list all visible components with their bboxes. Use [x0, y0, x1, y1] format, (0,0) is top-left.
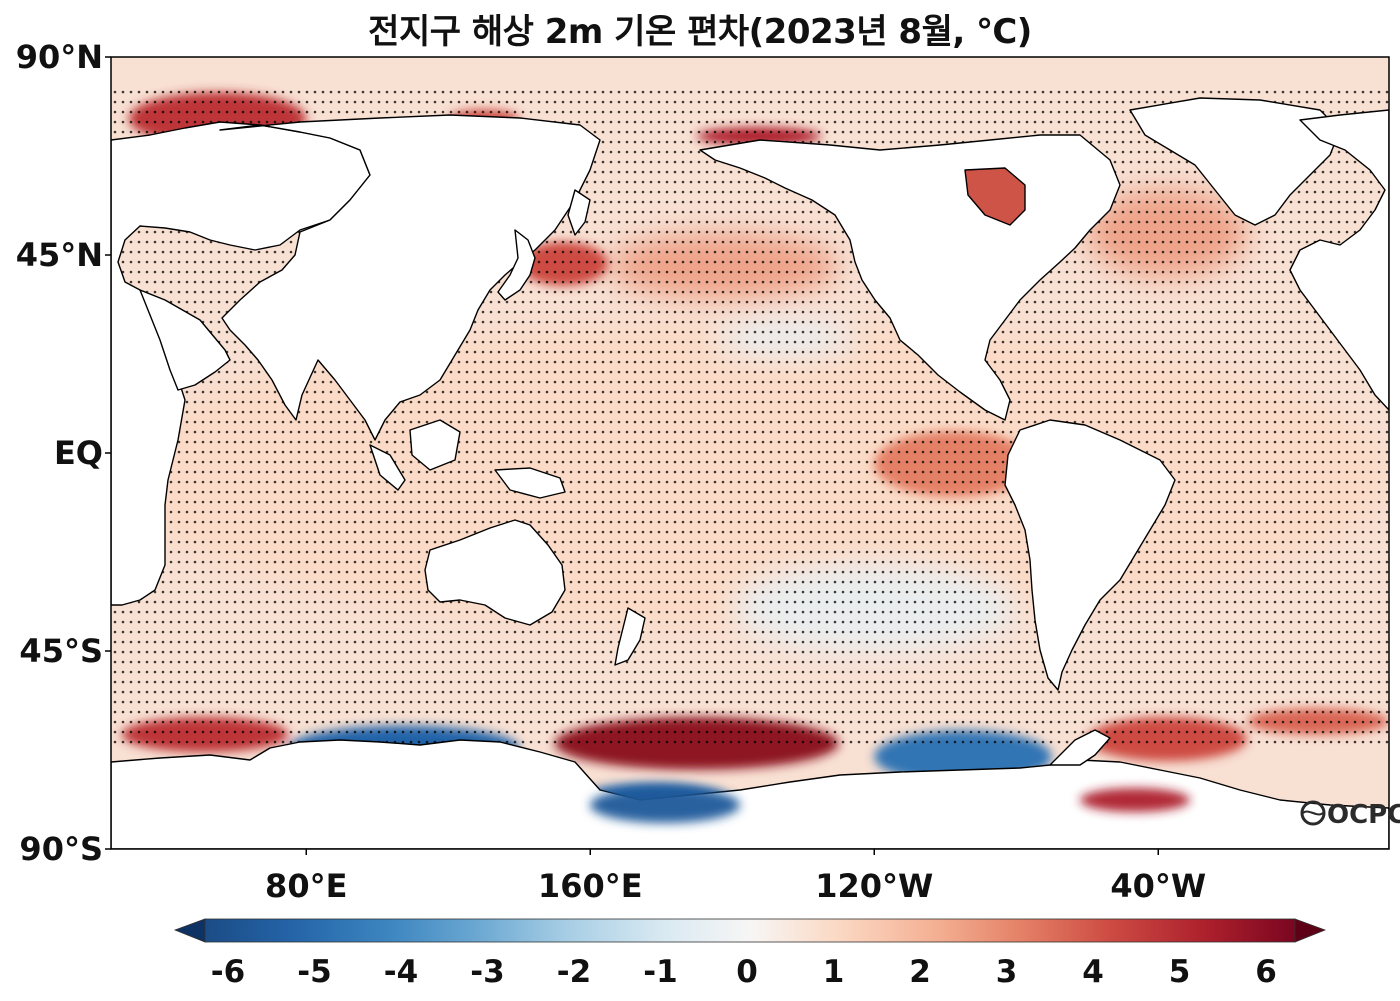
lat-tick-label-2: EQ — [54, 434, 103, 472]
lat-tick-label-3: 45°S — [19, 632, 103, 670]
colorbar-ticks: -6 -5 -4 -3 -2 -1 0 1 2 3 4 5 6 — [211, 954, 1277, 990]
land-new-guinea — [494, 467, 566, 499]
colorbar-gradient — [204, 918, 1296, 943]
land-antarctica — [111, 739, 1389, 849]
land-sumatra — [369, 444, 406, 491]
colorbar-tick-label-11: 5 — [1169, 954, 1191, 990]
chart-title: 전지구 해상 2m 기온 편차(2023년 8월, ℃) — [368, 12, 1032, 52]
lat-tick-label-0: 90°N — [16, 38, 103, 76]
lon-tick-label-1: 160°E — [538, 867, 643, 905]
colorbar-tick-label-0: -6 — [211, 954, 245, 990]
colorbar-extend-max — [1294, 918, 1327, 943]
latitude-axis: 90°N 45°N EQ 45°S 90°S — [16, 38, 111, 868]
lat-tick-label-1: 45°N — [16, 236, 103, 274]
antarctic-coastal-anomalies — [590, 787, 1190, 823]
colorbar-tick-label-5: -1 — [643, 954, 677, 990]
colorbar: -6 -5 -4 -3 -2 -1 0 1 2 3 4 5 6 — [173, 918, 1327, 990]
land-hudson-bay-water — [964, 167, 1026, 226]
land-greenland — [1129, 97, 1341, 226]
land-masses — [111, 97, 1389, 849]
colorbar-tick-label-8: 2 — [909, 954, 931, 990]
lon-tick-label-3: 40°W — [1110, 867, 1206, 905]
colorbar-tick-label-10: 4 — [1082, 954, 1104, 990]
land-new-zealand — [614, 607, 646, 666]
ocpc-logo: OCPC — [1300, 800, 1400, 830]
lat-tick-label-4: 90°S — [19, 830, 103, 868]
colorbar-tick-label-2: -4 — [384, 954, 418, 990]
colorbar-tick-label-12: 6 — [1255, 954, 1277, 990]
longitude-axis: 80°E 160°E 120°W 40°W — [265, 849, 1206, 905]
logo-text: OCPC — [1327, 800, 1400, 830]
land-japan — [497, 229, 536, 301]
colorbar-tick-label-9: 3 — [996, 954, 1018, 990]
colorbar-tick-label-6: 0 — [736, 954, 758, 990]
colorbar-tick-label-7: 1 — [823, 954, 845, 990]
lon-tick-label-0: 80°E — [265, 867, 347, 905]
colorbar-tick-label-3: -3 — [470, 954, 504, 990]
land-south-america — [1004, 419, 1176, 691]
colorbar-extend-min — [173, 918, 206, 943]
land-borneo — [409, 419, 461, 471]
colorbar-tick-label-4: -2 — [557, 954, 591, 990]
land-antarctic-peninsula — [1049, 729, 1111, 766]
land-australia — [424, 519, 566, 626]
lon-tick-label-2: 120°W — [815, 867, 933, 905]
land-kamchatka — [567, 189, 591, 236]
land-europe-africa-east — [1289, 109, 1389, 411]
colorbar-tick-label-1: -5 — [297, 954, 331, 990]
map-area — [111, 57, 1389, 849]
land-arabia — [139, 289, 231, 391]
land-asia — [219, 114, 601, 441]
